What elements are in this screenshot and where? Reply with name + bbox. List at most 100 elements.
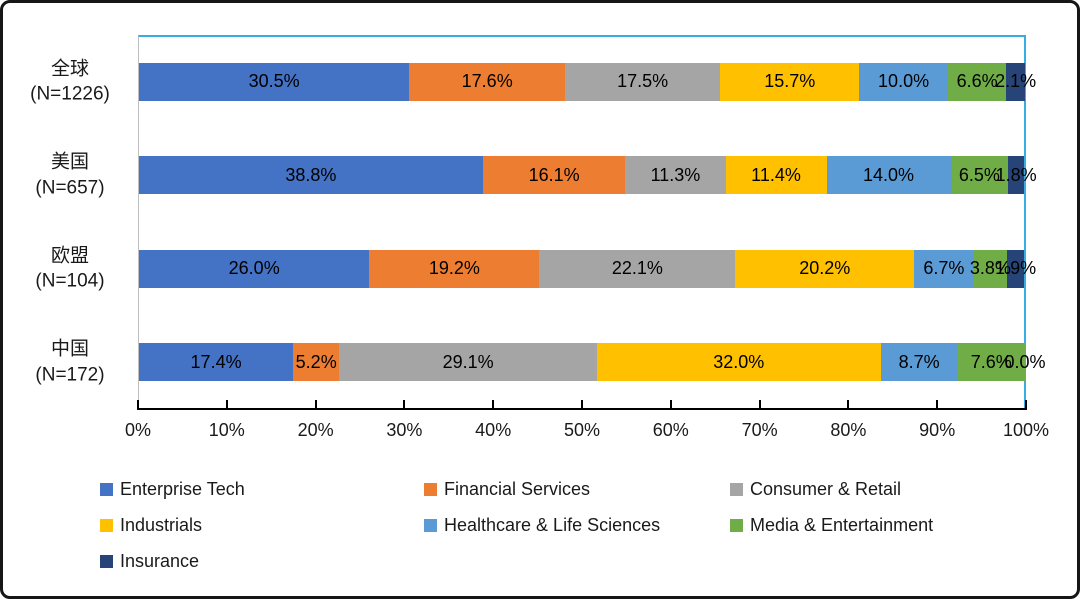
tick-mark: [492, 400, 495, 409]
tick-label: 10%: [208, 420, 245, 440]
bar-segment: 16.1%: [482, 156, 626, 195]
tick-mark: [1025, 400, 1027, 409]
bar-segment: 17.6%: [409, 62, 566, 101]
segment-value-label: 6.5%: [958, 164, 1000, 185]
bar-segment: 3.8%: [970, 249, 1011, 288]
legend-item: Industrials: [100, 515, 424, 536]
bar-segment: 29.1%: [339, 343, 598, 382]
category-name: 欧盟: [50, 245, 89, 267]
bar-segment: 6.5%: [950, 156, 1009, 195]
segment-value-label: 19.2%: [428, 258, 480, 279]
segment-value-label: 8.7%: [898, 351, 940, 372]
segment-value-label: 22.1%: [611, 258, 663, 279]
segment-value-label: 38.8%: [285, 164, 337, 185]
category-sample-size: (N=1226): [30, 83, 110, 105]
legend-label: Financial Services: [444, 479, 591, 499]
tick-label: 70%: [741, 420, 778, 440]
legend-label: Media & Entertainment: [750, 515, 934, 535]
tick-mark: [225, 400, 228, 409]
segment-value-label: 30.5%: [248, 71, 300, 92]
bar-segment: 30.5%: [139, 62, 410, 101]
segment-value-label: 29.1%: [442, 351, 494, 372]
category-label: 全球 (N=1226): [7, 56, 133, 107]
tick-mark: [314, 400, 317, 409]
legend-label: Industrials: [120, 515, 203, 535]
bar-segment: 1.9%: [995, 249, 1036, 288]
tick-label: 0%: [124, 420, 151, 440]
bar-segment: 22.1%: [539, 249, 736, 288]
bar-segment: 17.4%: [139, 343, 294, 382]
bar-segment: 11.4%: [725, 156, 827, 195]
category-label: 美国 (N=657): [7, 150, 133, 201]
bar-row: 30.5% 17.6% 17.5% 15.7% 10.0% 6.6% 2.1%: [139, 62, 1036, 101]
bar-segment: 15.7%: [720, 62, 860, 101]
segment-value-label: 26.0%: [228, 258, 280, 279]
segment-value-label: 2.1%: [995, 71, 1037, 92]
segment-value-label: 1.9%: [995, 258, 1037, 279]
tick-mark: [936, 400, 939, 409]
tick-mark: [758, 400, 761, 409]
tick-mark: [137, 400, 139, 409]
bar-row: 38.8% 16.1% 11.3% 11.4% 14.0% 6.5% 1.8%: [139, 156, 1037, 195]
category-name: 美国: [50, 151, 89, 173]
bar-segment: 1.8%: [996, 156, 1037, 195]
segment-value-label: 6.7%: [923, 258, 965, 279]
category-sample-size: (N=172): [35, 364, 105, 386]
tick-label: 90%: [919, 420, 956, 440]
legend-item: Media & Entertainment: [730, 515, 1050, 536]
category-sample-size: (N=104): [35, 270, 105, 292]
legend-label: Insurance: [120, 551, 200, 571]
segment-value-label: 0.0%: [1004, 351, 1046, 372]
segment-value-label: 14.0%: [863, 164, 915, 185]
bar-segment: 19.2%: [369, 249, 540, 288]
legend-swatch-icon: [100, 519, 113, 532]
legend-swatch-icon: [730, 483, 743, 496]
segment-value-label: 17.6%: [461, 71, 513, 92]
segment-value-label: 15.7%: [764, 71, 816, 92]
segment-value-label: 20.2%: [799, 258, 851, 279]
segment-value-label: 17.4%: [190, 351, 242, 372]
legend-label: Healthcare & Life Sciences: [444, 515, 661, 535]
legend-swatch-icon: [424, 483, 437, 496]
bar-segment: 38.8%: [139, 156, 483, 195]
tick-mark: [847, 400, 850, 409]
bar-segment: 6.7%: [914, 249, 974, 288]
bar-segment: 7.6%: [957, 343, 1025, 382]
bar-segment: 6.6%: [947, 62, 1007, 101]
legend-item: Financial Services: [424, 479, 730, 500]
bar-row: 26.0% 19.2% 22.1% 20.2% 6.7% 3.8% 1.9%: [139, 249, 1036, 288]
tick-label: 20%: [297, 420, 334, 440]
segment-value-label: 5.2%: [295, 351, 337, 372]
legend-swatch-icon: [730, 519, 743, 532]
legend-label: Consumer & Retail: [750, 479, 902, 499]
tick-label: 40%: [475, 420, 512, 440]
segment-value-label: 1.8%: [995, 164, 1037, 185]
legend-item: Enterprise Tech: [100, 479, 424, 500]
legend-swatch-icon: [424, 519, 437, 532]
tick-mark: [669, 400, 672, 409]
bar-segment: 5.2%: [293, 343, 340, 382]
tick-label: 80%: [830, 420, 867, 440]
bar-segment: 14.0%: [826, 156, 951, 195]
legend-swatch-icon: [100, 483, 113, 496]
tick-mark: [403, 400, 406, 409]
bar-segment: 11.3%: [625, 156, 726, 195]
bar-segment: 20.2%: [735, 249, 915, 288]
tick-label: 50%: [563, 420, 601, 440]
legend: Enterprise Tech Financial Services Consume…: [100, 479, 1050, 572]
segment-value-label: 7.6%: [970, 351, 1012, 372]
bar-segment: 8.7%: [880, 343, 958, 382]
legend-item: Insurance: [100, 551, 424, 572]
bar-segment: 17.5%: [565, 62, 721, 101]
segment-value-label: 6.6%: [956, 71, 998, 92]
category-sample-size: (N=657): [35, 177, 105, 199]
segment-value-label: 10.0%: [878, 71, 930, 92]
x-axis-line: [137, 408, 1027, 410]
bar-segment: 2.1%: [995, 62, 1036, 101]
segment-value-label: 32.0%: [713, 351, 765, 372]
tick-mark: [581, 400, 583, 409]
bar-row: 17.4% 5.2% 29.1% 32.0% 8.7% 7.6% 0.0%: [139, 343, 1045, 382]
segment-value-label: 11.3%: [650, 164, 701, 185]
legend-item: Healthcare & Life Sciences: [424, 515, 730, 536]
